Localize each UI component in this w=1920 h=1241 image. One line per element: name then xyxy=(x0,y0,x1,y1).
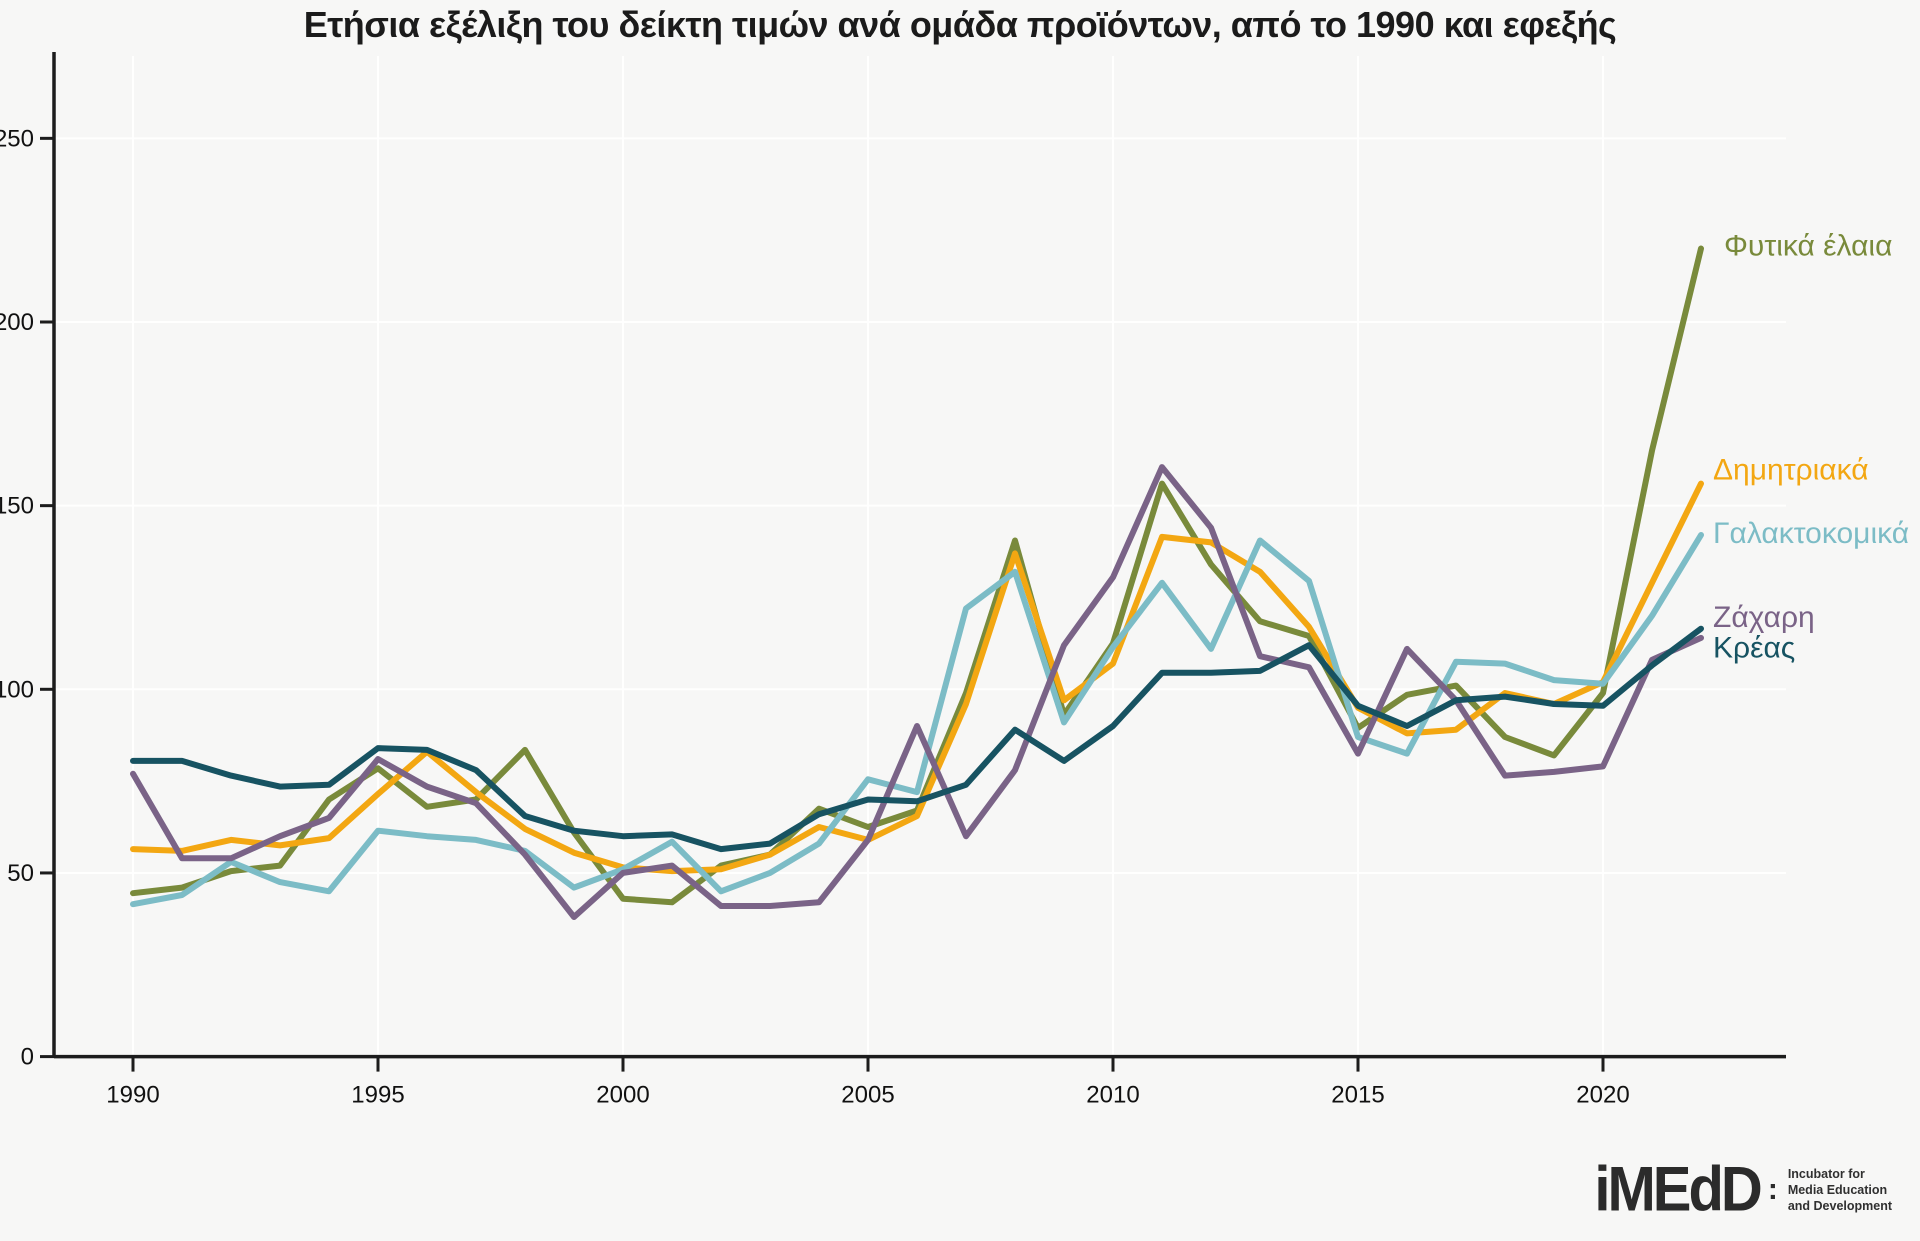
series-label-4: Ζάχαρη xyxy=(1713,601,1815,634)
chart-title: Ετήσια εξέλιξη του δείκτη τιμών ανά ομάδ… xyxy=(303,4,1617,45)
imedd-tagline-line: Incubator for xyxy=(1787,1166,1865,1181)
x-axis-tick-label: 2015 xyxy=(1331,1082,1384,1109)
y-axis-tick-label: 250 xyxy=(0,125,34,152)
series-line-5 xyxy=(130,625,1704,853)
y-axis-tick-label: 200 xyxy=(0,309,34,336)
series-line-3 xyxy=(130,532,1704,908)
series-line-4 xyxy=(130,464,1704,920)
imedd-logo-mark: iMEdD xyxy=(1594,1154,1762,1225)
y-axis-tick-label: 0 xyxy=(21,1044,34,1071)
series-label-5: Κρέας xyxy=(1713,632,1795,665)
x-axis-tick-label: 2010 xyxy=(1086,1082,1139,1109)
series-line-2 xyxy=(130,480,1704,875)
imedd-tagline-line: Media Education xyxy=(1787,1182,1888,1197)
x-axis-tick-label: 2000 xyxy=(596,1082,649,1109)
y-axis-tick-label: 50 xyxy=(7,860,34,887)
series-label-3: Γαλακτοκομικά xyxy=(1713,517,1909,550)
y-axis-tick-label: 100 xyxy=(0,676,34,703)
gridlines xyxy=(54,56,1786,1055)
y-axis-tick-label: 150 xyxy=(0,493,34,520)
imedd-tagline-line: and Development xyxy=(1787,1199,1892,1214)
x-axis-tick-label: 1990 xyxy=(106,1082,159,1109)
x-axis-tick-label: 2020 xyxy=(1576,1082,1629,1109)
imedd-logo: iMEdD : Incubator for Media Education an… xyxy=(1594,1154,1892,1225)
series-label-1: Φυτικά έλαια xyxy=(1724,230,1892,263)
axes: 0 50 100 150 200 250 1990 1995 2000 2005 2010 2015 2… xyxy=(0,52,1786,1109)
imedd-logo-colon: : xyxy=(1767,1173,1778,1206)
x-axis-tick-label: 2005 xyxy=(841,1082,894,1109)
x-axis-tick-label: 1995 xyxy=(351,1082,404,1109)
imedd-logo-tagline: Incubator for Media Education and Develo… xyxy=(1788,1166,1892,1215)
series-label-2: Δημητριακά xyxy=(1713,454,1869,487)
